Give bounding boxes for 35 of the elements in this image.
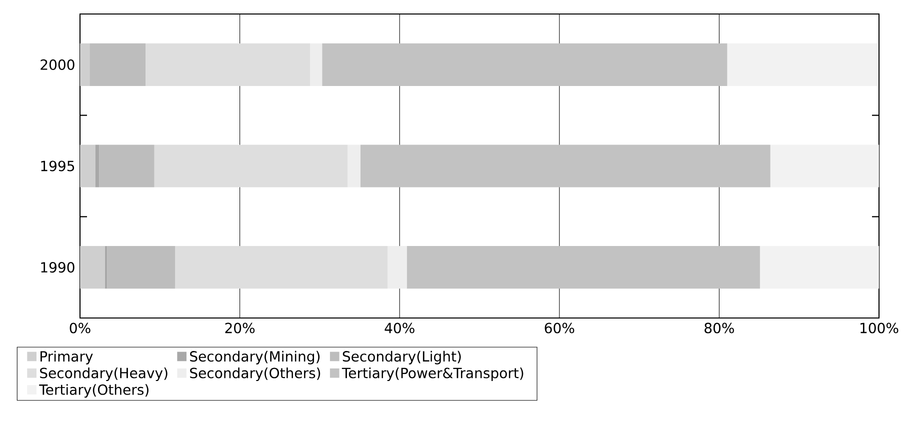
bar [146, 43, 310, 86]
legend-label: Primary [40, 350, 93, 364]
x-tick-label: 0% [70, 322, 90, 334]
x-tick-label: 60% [544, 322, 574, 334]
legend-label: Tertiary(Others) [39, 384, 148, 398]
legend-label: Secondary(Light) [342, 350, 461, 364]
bar [80, 43, 90, 86]
bar [770, 144, 880, 188]
bar [760, 246, 880, 289]
bar [90, 43, 146, 86]
bar [154, 144, 348, 188]
bar [175, 246, 388, 289]
y-tick-label: 2000 [40, 59, 74, 70]
bar [322, 43, 728, 86]
bar [95, 144, 100, 188]
bar [388, 246, 407, 289]
y-tick-label: 1990 [41, 262, 74, 273]
x-tick-label: 100% [860, 322, 898, 334]
bar [360, 144, 770, 188]
bar [406, 246, 760, 289]
legend-label: Secondary(Heavy) [40, 367, 168, 381]
bar [99, 144, 154, 188]
bar [727, 43, 878, 86]
x-tick-label: 20% [225, 322, 255, 334]
x-tick-label: 80% [704, 322, 734, 334]
bar [310, 43, 322, 86]
bar [348, 144, 360, 188]
x-tick-label: 40% [384, 322, 414, 334]
legend-label: Tertiary(Power&Transport) [342, 367, 524, 381]
legend-label: Secondary(Mining) [190, 350, 320, 364]
bar [80, 144, 96, 188]
y-tick-label: 1995 [41, 160, 74, 172]
bar [80, 246, 105, 289]
legend-label: Secondary(Others) [190, 367, 320, 381]
bar [107, 246, 176, 289]
